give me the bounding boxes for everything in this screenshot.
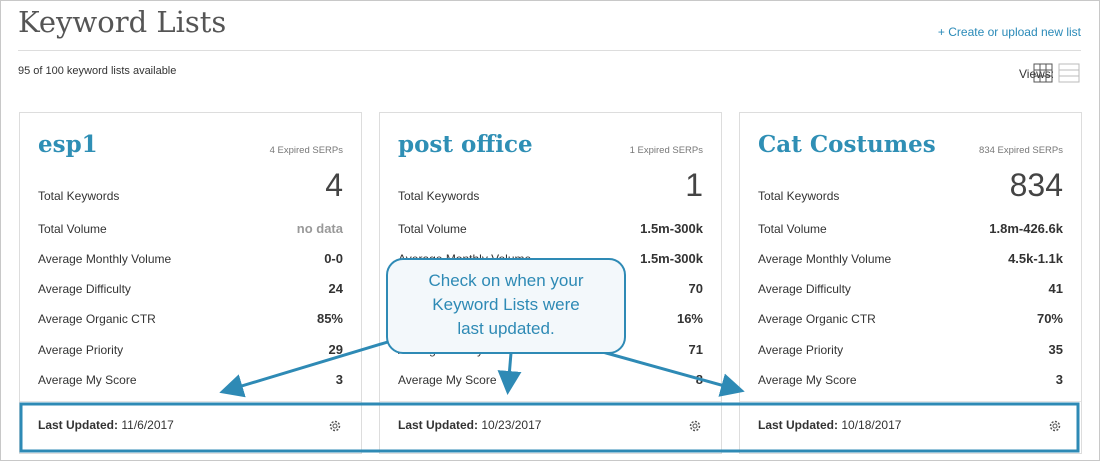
last-updated-label: Last Updated: [758, 418, 839, 432]
metric-value: 71 [688, 342, 703, 357]
callout-text: Check on when your Keyword Lists were last… [387, 259, 625, 353]
expired-serps: 834 Expired SERPs [979, 145, 1063, 156]
metric-label: Average Organic CTR [38, 312, 156, 326]
metric-value: 1.8m-426.6k [989, 221, 1063, 236]
metric-value: 35 [1048, 342, 1063, 357]
metric-label: Total Volume [38, 222, 107, 236]
footer-divider [740, 401, 1081, 402]
metric-value: 4 [325, 167, 343, 203]
last-updated: Last Updated: 10/23/2017 [398, 418, 541, 432]
callout-line: Check on when your [428, 271, 584, 290]
metric-value: 70% [1036, 311, 1063, 326]
footer-divider [380, 401, 721, 402]
last-updated-date: 10/23/2017 [481, 418, 542, 432]
metric-value: 41 [1048, 281, 1063, 296]
expired-serps: 1 Expired SERPs [629, 145, 703, 156]
metric-value: 70 [688, 281, 703, 296]
metric-value: 3 [1055, 372, 1063, 387]
page-title: Keyword Lists [18, 5, 227, 39]
last-updated: Last Updated: 10/18/2017 [758, 418, 901, 432]
metric-value: 3 [335, 372, 343, 387]
metric-value: 16% [676, 311, 703, 326]
list-view-icon[interactable] [1058, 63, 1080, 83]
callout-box [386, 258, 626, 354]
card-title: Cat Costumes [758, 131, 936, 158]
metric-label: Total Keywords [398, 189, 480, 203]
metric-value: 4.5k-1.1k [1008, 251, 1063, 266]
metric-value: 29 [328, 342, 343, 357]
keyword-list-card[interactable]: esp1 4 Expired SERPs Total Keywords 4 Total … [19, 112, 362, 454]
card-title: esp1 [38, 131, 98, 158]
callout-line: last updated. [457, 319, 555, 338]
metric-value: 1.5m-300k [640, 221, 703, 236]
availability: 95 of 100 keyword lists available [18, 65, 177, 77]
settings-icon[interactable] [688, 419, 702, 433]
metric-label: Average My Score [398, 373, 497, 387]
metric-label: Total Volume [398, 222, 467, 236]
callout-line: Keyword Lists were [432, 295, 580, 314]
metric-label: Average Organic CTR [758, 312, 876, 326]
metric-label: Average My Score [38, 373, 137, 387]
metric-value: no data [296, 221, 343, 236]
settings-icon[interactable] [1048, 419, 1062, 433]
keyword-list-card[interactable]: Cat Costumes 834 Expired SERPs Total Keywo… [739, 112, 1082, 454]
metric-label: Total Keywords [758, 189, 840, 203]
metric-label: Total Volume [758, 222, 827, 236]
create-link[interactable]: + Create or upload new list [937, 25, 1081, 39]
metric-value: 1.5m-300k [640, 251, 703, 266]
metric-label: Average Priority [758, 343, 844, 357]
divider [18, 50, 1081, 51]
metric-label: Average Difficulty [38, 282, 131, 296]
metric-label: Average Monthly Volume [38, 252, 172, 266]
metric-value: 24 [328, 281, 343, 296]
metric-value: 85% [316, 311, 343, 326]
metric-label: Average Priority [38, 343, 124, 357]
metric-label: Average Difficulty [758, 282, 851, 296]
arrows [219, 339, 745, 398]
footer-divider [20, 401, 361, 402]
card-title: post office [398, 131, 533, 158]
last-updated-label: Last Updated: [38, 418, 119, 432]
metric-label: Average My Score [758, 373, 857, 387]
highlight-box [19, 402, 1080, 453]
grid-view-icon[interactable] [1033, 63, 1053, 83]
metric-label: Average Monthly Volume [758, 252, 892, 266]
last-updated-date: 11/6/2017 [121, 418, 174, 432]
metric-value: 1 [685, 167, 703, 203]
last-updated-label: Last Updated: [398, 418, 479, 432]
metric-value: 834 [1009, 167, 1063, 203]
last-updated: Last Updated: 11/6/2017 [38, 418, 174, 432]
last-updated-date: 10/18/2017 [841, 418, 902, 432]
metric-value: 0-0 [324, 251, 343, 266]
metric-label: Total Keywords [38, 189, 120, 203]
settings-icon[interactable] [328, 419, 342, 433]
expired-serps: 4 Expired SERPs [269, 145, 343, 156]
